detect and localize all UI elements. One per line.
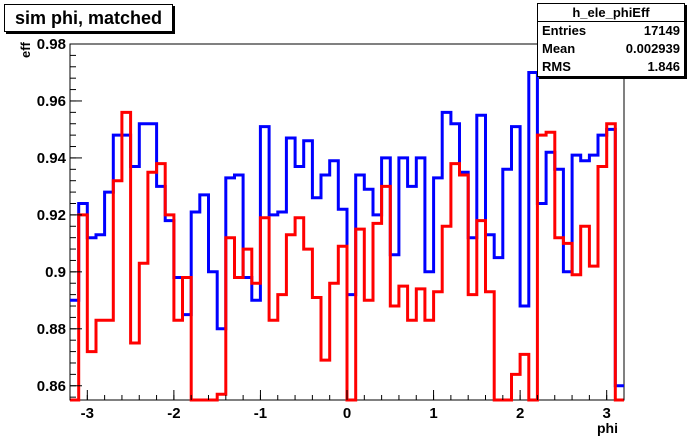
- y-tick-label: 0.86: [37, 378, 66, 395]
- x-tick-label: -3: [81, 405, 94, 422]
- y-axis-label: eff: [18, 42, 33, 58]
- y-tick-label: 0.92: [37, 207, 66, 224]
- y-tick-label: 0.9: [45, 264, 66, 281]
- chart-title: sim phi, matched: [4, 4, 174, 32]
- series-line-1: [70, 110, 624, 402]
- stats-row-mean: Mean 0.002939: [538, 40, 684, 58]
- series-layer: [70, 71, 624, 402]
- stats-label: Entries: [542, 23, 587, 38]
- stats-box: h_ele_phiEff Entries 17149 Mean 0.002939…: [537, 3, 685, 77]
- x-axis-label: phi: [597, 420, 618, 436]
- stats-histogram-name: h_ele_phiEff: [538, 4, 684, 22]
- x-tick-label: -1: [254, 405, 267, 422]
- x-tick-label: 2: [516, 405, 524, 422]
- stats-row-entries: Entries 17149: [538, 22, 684, 40]
- y-tick-label: 0.98: [37, 36, 66, 53]
- stats-value: 17149: [643, 23, 680, 38]
- x-tick-label: 1: [429, 405, 437, 422]
- stats-row-rms: RMS 1.846: [538, 58, 684, 76]
- stats-label: Mean: [542, 41, 576, 56]
- y-tick-label: 0.88: [37, 321, 66, 338]
- x-tick-label: 3: [603, 405, 611, 422]
- axis-layer: -3 -2 -1 0 1 2 3 0.86 0.88 0.9 0.92 0.94 0.96 0.98: [37, 36, 625, 422]
- y-tick-label: 0.96: [37, 93, 66, 110]
- stats-label: RMS: [542, 59, 571, 74]
- stats-value: 1.846: [647, 59, 680, 74]
- y-tick-label: 0.94: [37, 150, 67, 167]
- x-tick-label: 0: [343, 405, 351, 422]
- stats-value: 0.002939: [625, 41, 680, 56]
- x-tick-label: -2: [167, 405, 180, 422]
